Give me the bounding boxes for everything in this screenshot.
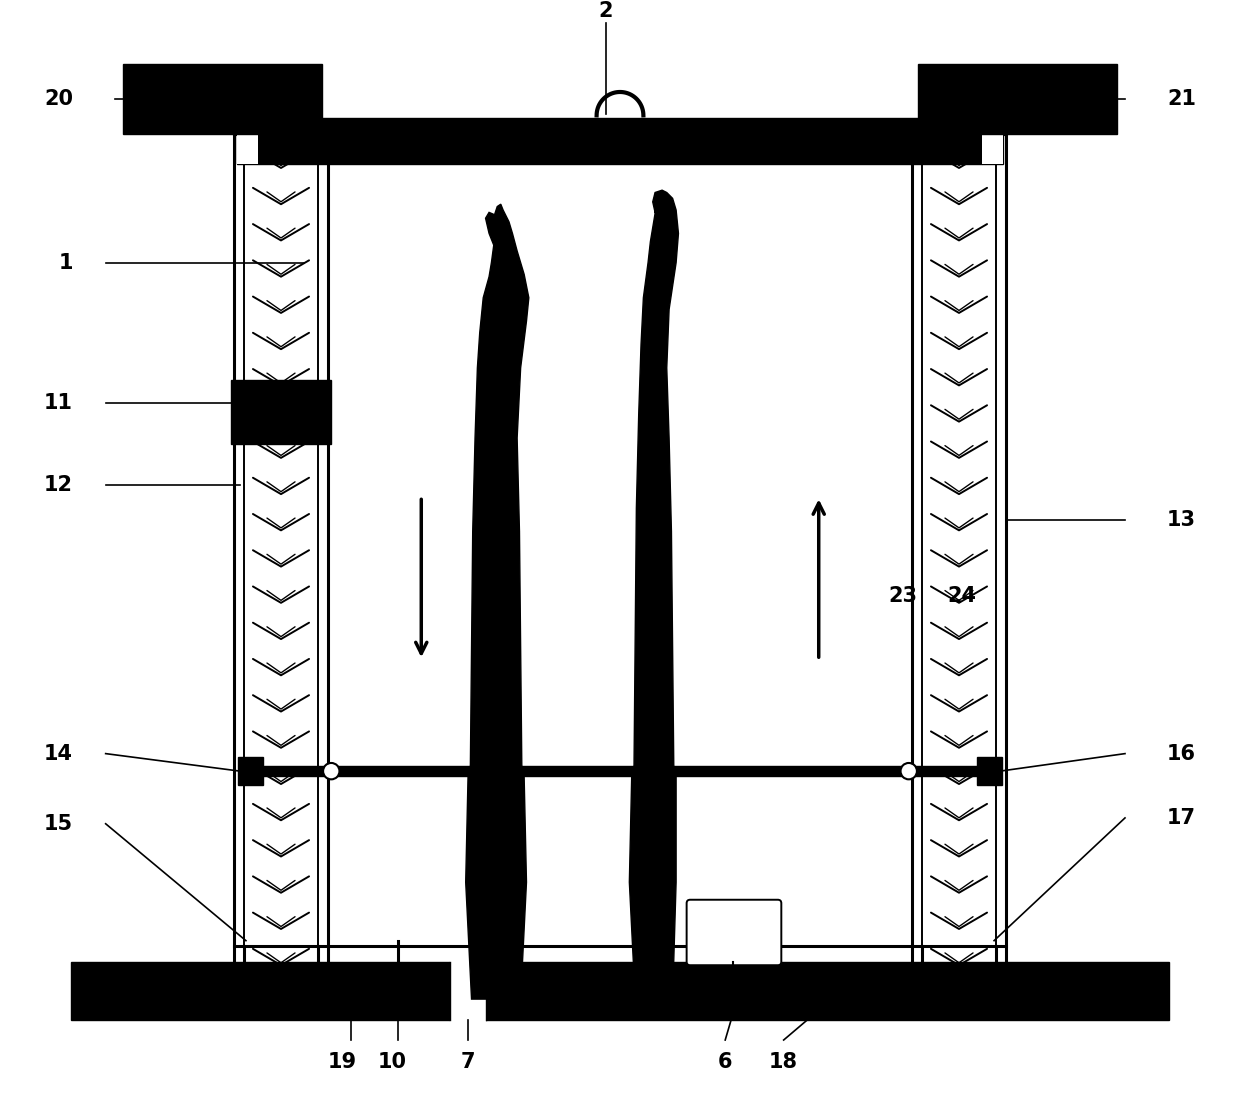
Bar — [237, 117, 1003, 164]
Text: 1: 1 — [58, 252, 73, 272]
Text: 21: 21 — [1167, 89, 1197, 109]
Text: 19: 19 — [327, 1051, 356, 1071]
Text: 14: 14 — [43, 743, 73, 763]
Text: 23: 23 — [889, 586, 918, 606]
Polygon shape — [466, 204, 528, 999]
Text: 15: 15 — [43, 814, 73, 834]
Text: 2: 2 — [599, 1, 614, 21]
Text: 24: 24 — [947, 586, 976, 606]
Bar — [241, 767, 999, 776]
Bar — [977, 757, 1002, 786]
Text: 17: 17 — [1167, 808, 1197, 828]
Bar — [71, 962, 1169, 1020]
Bar — [913, 134, 1006, 975]
Text: 20: 20 — [43, 89, 73, 109]
FancyBboxPatch shape — [687, 899, 781, 965]
Bar — [237, 117, 258, 164]
Bar — [123, 64, 322, 134]
Bar — [450, 952, 486, 1022]
Bar — [234, 134, 327, 975]
Bar — [982, 117, 1003, 164]
Circle shape — [324, 763, 340, 779]
Text: 18: 18 — [769, 1051, 799, 1071]
Bar — [238, 757, 263, 786]
Polygon shape — [630, 190, 678, 999]
Text: 6: 6 — [718, 1051, 733, 1071]
Text: 16: 16 — [1167, 743, 1197, 763]
Text: 12: 12 — [43, 474, 73, 494]
Text: 13: 13 — [1167, 510, 1197, 530]
Circle shape — [900, 763, 916, 779]
Text: 10: 10 — [377, 1051, 407, 1071]
Bar — [231, 379, 331, 444]
Bar — [918, 64, 1117, 134]
Text: 7: 7 — [461, 1051, 475, 1071]
Text: 11: 11 — [43, 393, 73, 413]
